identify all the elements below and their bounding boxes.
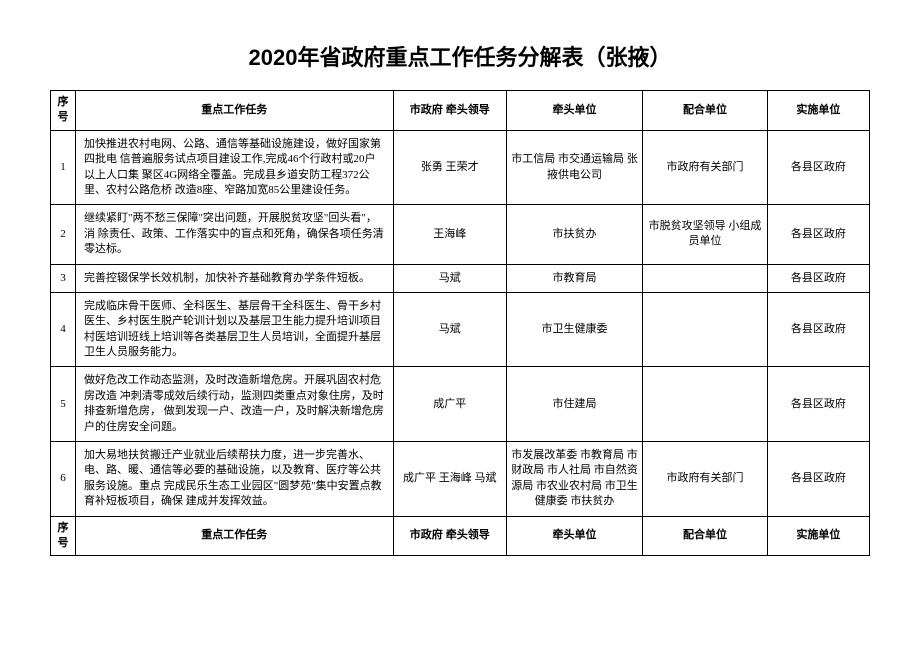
- cell-coop-unit: 市政府有关部门: [643, 130, 768, 205]
- cell-task: 加大易地扶贫搬迁产业就业后续帮扶力度，进一步完善水、电、路、暖、通信等必要的基础…: [75, 442, 393, 517]
- cell-leader: 马斌: [393, 292, 506, 367]
- cell-coop-unit: [643, 264, 768, 292]
- cell-coop-unit: 市脱贫攻坚领导 小组成员单位: [643, 205, 768, 264]
- cell-leader: 王海峰: [393, 205, 506, 264]
- cell-leader: 张勇 王荣才: [393, 130, 506, 205]
- cell-leader: 成广平: [393, 367, 506, 442]
- header-impl-unit: 实施单位: [767, 516, 869, 556]
- header-impl-unit: 实施单位: [767, 91, 869, 131]
- cell-seq: 3: [51, 264, 76, 292]
- cell-coop-unit: [643, 367, 768, 442]
- cell-coop-unit: 市政府有关部门: [643, 442, 768, 517]
- cell-impl-unit: 各县区政府: [767, 130, 869, 205]
- table-row: 4 完成临床骨干医师、全科医生、基层骨干全科医生、骨干乡村医生、乡村医生脱产轮训…: [51, 292, 870, 367]
- cell-seq: 6: [51, 442, 76, 517]
- header-leader: 市政府 牵头领导: [393, 516, 506, 556]
- cell-seq: 4: [51, 292, 76, 367]
- header-seq: 序号: [51, 91, 76, 131]
- table-row: 3 完善控辍保学长效机制，加快补齐基础教育办学条件短板。 马斌 市教育局 各县区…: [51, 264, 870, 292]
- table-row: 6 加大易地扶贫搬迁产业就业后续帮扶力度，进一步完善水、电、路、暖、通信等必要的…: [51, 442, 870, 517]
- table-row: 5 做好危改工作动态监测，及时改造新增危房。开展巩固农村危房改造 冲刺清零成效后…: [51, 367, 870, 442]
- header-lead-unit: 牵头单位: [506, 91, 642, 131]
- cell-task: 继续紧盯"两不愁三保障"突出问题，开展脱贫攻坚"回头看"，消 除责任、政策、工作…: [75, 205, 393, 264]
- cell-lead-unit: 市扶贫办: [506, 205, 642, 264]
- cell-lead-unit: 市教育局: [506, 264, 642, 292]
- header-leader: 市政府 牵头领导: [393, 91, 506, 131]
- task-table: 序号 重点工作任务 市政府 牵头领导 牵头单位 配合单位 实施单位 1 加快推进…: [50, 90, 870, 556]
- table-row: 2 继续紧盯"两不愁三保障"突出问题，开展脱贫攻坚"回头看"，消 除责任、政策、…: [51, 205, 870, 264]
- cell-lead-unit: 市卫生健康委: [506, 292, 642, 367]
- header-seq: 序号: [51, 516, 76, 556]
- cell-impl-unit: 各县区政府: [767, 205, 869, 264]
- header-lead-unit: 牵头单位: [506, 516, 642, 556]
- table-header-row: 序号 重点工作任务 市政府 牵头领导 牵头单位 配合单位 实施单位: [51, 91, 870, 131]
- table-header-row-repeat: 序号 重点工作任务 市政府 牵头领导 牵头单位 配合单位 实施单位: [51, 516, 870, 556]
- cell-impl-unit: 各县区政府: [767, 264, 869, 292]
- cell-task: 加快推进农村电网、公路、通信等基础设施建设，做好国家第四批电 信普遍服务试点项目…: [75, 130, 393, 205]
- cell-seq: 5: [51, 367, 76, 442]
- cell-impl-unit: 各县区政府: [767, 367, 869, 442]
- table-row: 1 加快推进农村电网、公路、通信等基础设施建设，做好国家第四批电 信普遍服务试点…: [51, 130, 870, 205]
- cell-lead-unit: 市住建局: [506, 367, 642, 442]
- cell-impl-unit: 各县区政府: [767, 292, 869, 367]
- cell-leader: 成广平 王海峰 马斌: [393, 442, 506, 517]
- header-coop-unit: 配合单位: [643, 91, 768, 131]
- cell-task: 做好危改工作动态监测，及时改造新增危房。开展巩固农村危房改造 冲刺清零成效后续行…: [75, 367, 393, 442]
- header-coop-unit: 配合单位: [643, 516, 768, 556]
- cell-impl-unit: 各县区政府: [767, 442, 869, 517]
- page-title: 2020年省政府重点工作任务分解表（张掖）: [50, 40, 870, 72]
- cell-seq: 2: [51, 205, 76, 264]
- cell-task: 完善控辍保学长效机制，加快补齐基础教育办学条件短板。: [75, 264, 393, 292]
- cell-coop-unit: [643, 292, 768, 367]
- cell-seq: 1: [51, 130, 76, 205]
- header-task: 重点工作任务: [75, 516, 393, 556]
- cell-lead-unit: 市工信局 市交通运输局 张掖供电公司: [506, 130, 642, 205]
- cell-lead-unit: 市发展改革委 市教育局 市财政局 市人社局 市自然资源局 市农业农村局 市卫生健…: [506, 442, 642, 517]
- cell-task: 完成临床骨干医师、全科医生、基层骨干全科医生、骨干乡村医生、乡村医生脱产轮训计划…: [75, 292, 393, 367]
- header-task: 重点工作任务: [75, 91, 393, 131]
- cell-leader: 马斌: [393, 264, 506, 292]
